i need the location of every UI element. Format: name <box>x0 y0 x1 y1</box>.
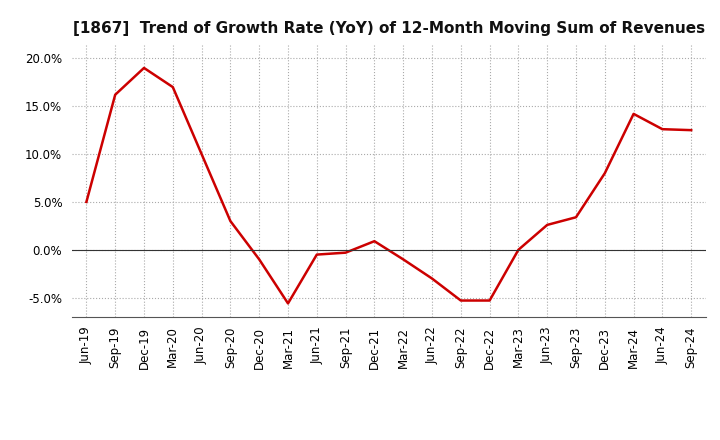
Title: [1867]  Trend of Growth Rate (YoY) of 12-Month Moving Sum of Revenues: [1867] Trend of Growth Rate (YoY) of 12-… <box>73 21 705 36</box>
